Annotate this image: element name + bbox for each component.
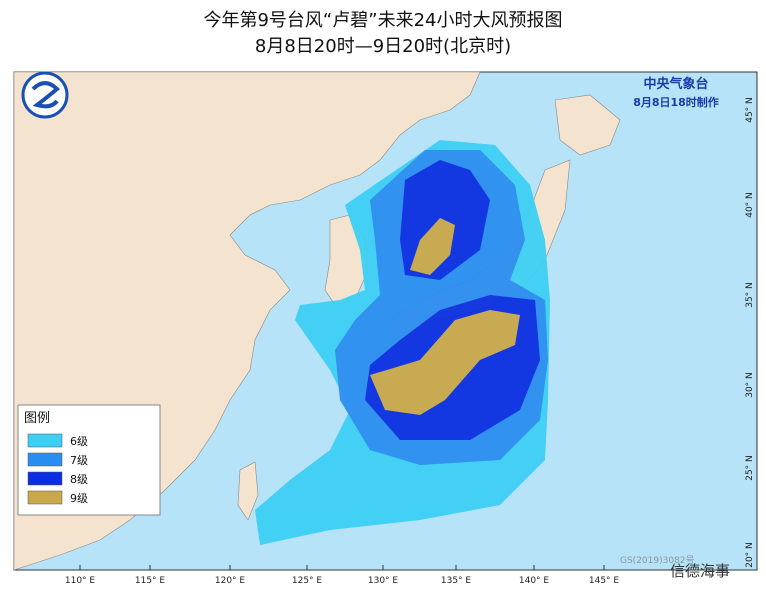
lon-label: 130° E	[368, 576, 399, 586]
legend-title: 图例	[24, 411, 50, 426]
map-note: GS(2019)3082号	[620, 555, 695, 566]
logo	[21, 71, 69, 119]
lat-label: 45° N	[745, 97, 755, 123]
legend-label: 6级	[70, 435, 88, 448]
taiwan	[237, 461, 259, 521]
lon-label: 110° E	[65, 576, 96, 586]
lon-label: 140° E	[519, 576, 550, 586]
wind-zone	[410, 218, 455, 275]
legend-swatch	[27, 433, 63, 448]
lon-label: 135° E	[441, 576, 472, 586]
lat-label: 40° N	[745, 192, 755, 218]
issued: 8月8日18时制作	[633, 95, 719, 109]
lon-label: 125° E	[292, 576, 323, 586]
legend-label: 8级	[70, 473, 88, 486]
lon-label: 145° E	[589, 576, 620, 586]
legend-label: 7级	[70, 454, 88, 467]
agency: 中央气象台	[643, 76, 708, 92]
legend: 图例 6级 7级 8级 9级	[17, 404, 161, 516]
legend-swatch	[27, 471, 63, 486]
lat-label: 25° N	[745, 455, 755, 481]
lon-label: 115° E	[135, 576, 166, 586]
legend-swatch	[27, 452, 63, 467]
legend-swatch	[27, 490, 63, 505]
subtitle: 8月8日20时—9日20时(北京时)	[255, 36, 511, 57]
title: 今年第9号台风“卢碧”未来24小时大风预报图	[203, 10, 562, 31]
legend-label: 9级	[70, 492, 88, 505]
lat-label: 35° N	[745, 282, 755, 308]
watermark: 信德海事	[670, 562, 730, 580]
lat-label: 20° N	[745, 542, 755, 568]
lat-label: 30° N	[745, 372, 755, 398]
lon-label: 120° E	[215, 576, 246, 586]
wind-zone	[370, 310, 520, 415]
